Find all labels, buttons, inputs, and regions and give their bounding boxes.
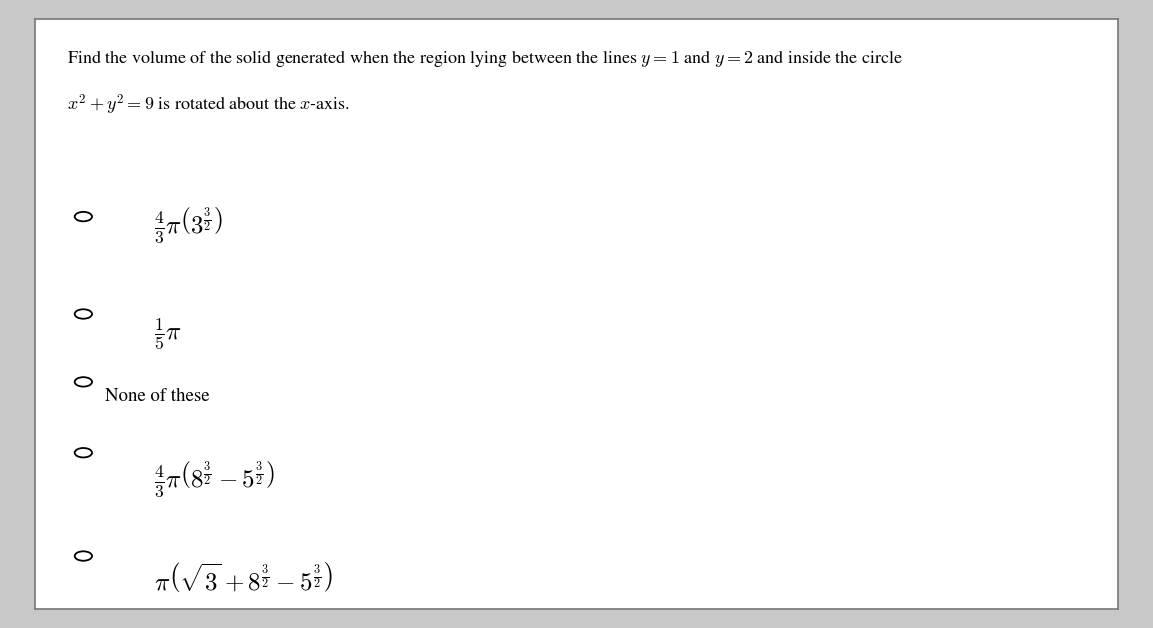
Text: None of these: None of these bbox=[105, 387, 210, 405]
Text: $x^2 + y^2 = 9$ is rotated about the $x$-axis.: $x^2 + y^2 = 9$ is rotated about the $x$… bbox=[67, 92, 351, 117]
Text: $\pi \left( \sqrt{3} + 8^{\frac{3}{2}} - 5^{\frac{3}{2}} \right)$: $\pi \left( \sqrt{3} + 8^{\frac{3}{2}} -… bbox=[153, 562, 332, 596]
Text: Find the volume of the solid generated when the region lying between the lines $: Find the volume of the solid generated w… bbox=[67, 48, 903, 69]
Text: $\frac{4}{3}\pi \left( 8^{\frac{3}{2}} - 5^{\frac{3}{2}} \right)$: $\frac{4}{3}\pi \left( 8^{\frac{3}{2}} -… bbox=[153, 458, 274, 499]
Text: $\frac{4}{3}\pi \left( 3^{\frac{3}{2}} \right)$: $\frac{4}{3}\pi \left( 3^{\frac{3}{2}} \… bbox=[153, 205, 223, 245]
Text: $\frac{1}{5}\pi$: $\frac{1}{5}\pi$ bbox=[153, 317, 182, 352]
